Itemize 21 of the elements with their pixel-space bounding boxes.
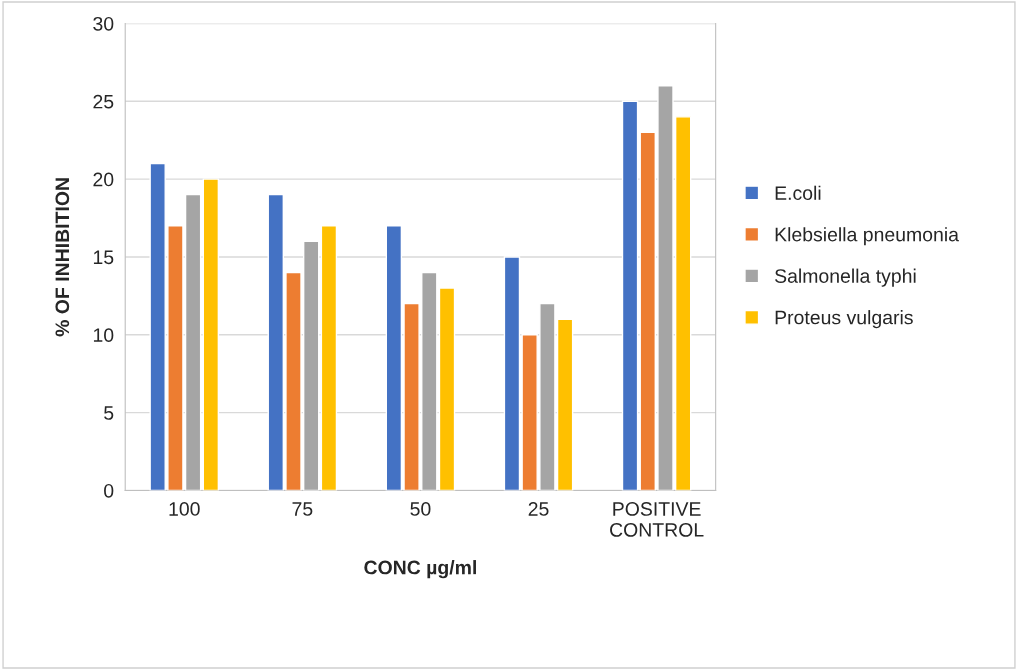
legend-label: Salmonella typhi [775, 268, 916, 287]
x-tick-label: 25 [528, 502, 549, 516]
legend-label: E.coli [775, 185, 821, 200]
y-axis-title: % OF INHIBITION [55, 178, 70, 337]
y-tick-label: 5 [104, 406, 114, 420]
y-tick-label: 25 [93, 94, 114, 109]
x-tick-label: 100 [169, 502, 200, 516]
bar [320, 225, 338, 491]
y-tick-label: 10 [93, 328, 114, 343]
x-axis-title: CONC µg/ml [364, 560, 476, 579]
y-tick-label: 15 [93, 250, 114, 265]
x-tick-label: 50 [410, 502, 431, 516]
x-tick-label: POSITIVE CONTROL [610, 502, 704, 537]
legend-label: Klebsiella pneumonia [775, 227, 959, 246]
legend-label: Proteus vulgaris [775, 310, 913, 329]
bar [621, 100, 639, 491]
bar [202, 178, 220, 491]
y-tick-label: 30 [93, 16, 114, 31]
y-tick-label: 20 [93, 172, 114, 187]
x-tick-label: 75 [292, 502, 313, 516]
y-tick-label: 0 [104, 483, 114, 498]
